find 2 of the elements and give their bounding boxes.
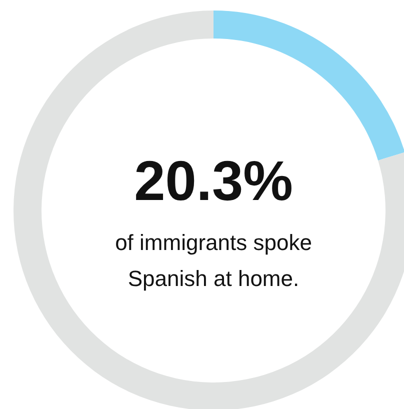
text: 20.3% [134,149,293,212]
text: of immigrants spoke Spanish at home. [115,230,312,292]
